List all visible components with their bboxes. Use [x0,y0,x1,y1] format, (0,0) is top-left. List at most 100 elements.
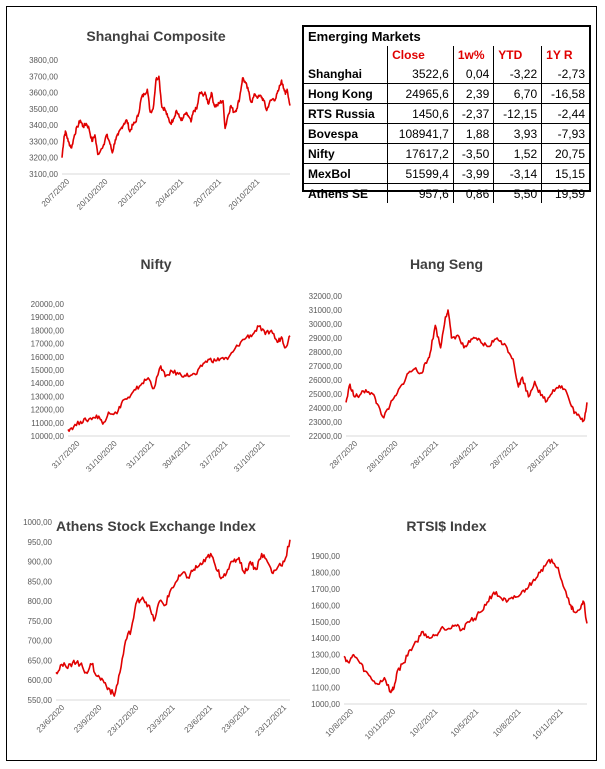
value-cell: -2,37 [453,103,495,124]
y-tick-label: 1400,00 [311,634,340,643]
y-tick-label: 13000,00 [31,392,65,401]
x-tick-label: 10/2/2021 [408,707,440,739]
value-cell: 51599,4 [387,163,454,184]
x-tick-label: 20/4/2021 [154,177,186,209]
x-tick-label: 28/4/2021 [448,439,480,471]
x-tick-label: 23/9/2020 [72,703,104,735]
chart-title: Nifty [140,256,172,272]
y-tick-label: 3400,00 [29,121,58,130]
value-cell: 6,70 [493,83,543,104]
value-cell: 1,52 [493,143,543,164]
value-cell: 20,75 [541,143,589,164]
x-tick-label: 23/9/2021 [220,703,252,735]
y-tick-label: 31000,00 [309,306,343,315]
value-cell: 0,86 [453,183,495,203]
y-tick-label: 27000,00 [309,362,343,371]
value-cell: -3,99 [453,163,495,184]
y-tick-label: 18000,00 [31,326,65,335]
x-tick-label: 31/7/2020 [50,439,82,471]
x-tick-label: 23/6/2021 [183,703,215,735]
column-header: YTD [493,46,543,64]
y-tick-label: 650,00 [28,656,53,665]
y-tick-label: 550,00 [28,696,53,705]
y-tick-label: 20000,00 [31,300,65,309]
y-tick-label: 1600,00 [311,601,340,610]
x-tick-label: 28/1/2021 [409,439,441,471]
x-tick-label: 10/8/2021 [491,707,523,739]
x-tick-label: 23/12/2020 [106,703,141,738]
market-name-cell: Nifty [304,143,389,164]
x-tick-label: 20/10/2020 [75,177,110,212]
x-tick-label: 28/10/2020 [365,439,400,474]
value-cell: 0,04 [453,64,495,84]
y-tick-label: 15000,00 [31,366,65,375]
nifty-chart: Nifty 10000,00 11000,00 12000,00 13000,00 14… [12,252,300,497]
chart-title: Hang Seng [409,256,484,272]
chart-svg: 550,00 600,00 650,00 700,00 750,00 800,00 850,… [23,518,291,738]
x-tick-label: 10/11/2020 [363,707,398,742]
y-tick-label: 32000,00 [309,292,343,301]
value-cell: 3522,6 [387,64,454,84]
value-cell: -16,58 [541,83,589,104]
y-tick-label: 1100,00 [312,684,341,693]
market-name-cell: Hong Kong [304,83,389,104]
y-tick-label: 3500,00 [29,105,58,114]
value-cell: 108941,7 [387,123,454,144]
y-tick-label: 23000,00 [309,418,343,427]
market-name-cell: Bovespa [304,123,389,144]
table-row: Nifty 17617,2 -3,50 1,52 20,75 [304,143,589,164]
y-tick-label: 3700,00 [29,72,58,81]
value-cell: -3,22 [493,64,543,84]
y-tick-label: 800,00 [28,597,53,606]
y-tick-label: 17000,00 [31,340,65,349]
value-cell: -2,44 [541,103,589,124]
y-tick-label: 3100,00 [29,170,58,179]
x-tick-label: 31/10/2021 [232,439,267,474]
chart-svg: 3100,00 3200,00 3300,00 3400,00 3500,00 3600,… [29,56,291,212]
table-title: Emerging Markets [308,29,421,44]
y-tick-label: 1800,00 [311,568,340,577]
value-cell: 19,59 [554,186,585,201]
y-tick-label: 3600,00 [29,89,58,98]
chart-title: Athens Stock Exchange Index [56,518,256,534]
athens-stock-exchange-chart: Athens Stock Exchange Index 550,00 600,00… [12,512,300,757]
y-tick-label: 3800,00 [29,56,58,65]
x-tick-label: 28/7/2020 [328,439,360,471]
y-tick-label: 1000,00 [311,700,340,709]
value-cell: -3,50 [453,143,495,164]
y-tick-label: 1000,00 [23,518,52,527]
market-name-cell: Athens SE [304,183,389,203]
market-name-cell: Shanghai [304,64,389,84]
chart-svg: 10000,00 11000,00 12000,00 13000,00 14000,00… [31,300,291,474]
y-tick-label: 26000,00 [309,376,343,385]
x-tick-label: 31/10/2020 [84,439,119,474]
y-tick-label: 16000,00 [31,353,65,362]
shanghai-composite-chart: Shanghai Composite 3100,00 3200,00 3300,00… [12,22,300,247]
value-cell: 15,15 [541,163,589,184]
x-tick-label: 10/11/2021 [531,707,566,742]
y-tick-label: 29000,00 [309,334,343,343]
y-tick-label: 1200,00 [311,667,340,676]
y-tick-label: 900,00 [28,558,53,567]
column-header: Close [387,46,454,64]
market-name-cell: MexBol [304,163,389,184]
y-tick-label: 750,00 [28,617,53,626]
table-row: MexBol 51599,4 -3,99 -3,14 15,15 [304,163,589,184]
y-tick-label: 1500,00 [311,618,340,627]
value-cell: -7,93 [541,123,589,144]
y-tick-label: 1300,00 [311,651,340,660]
value-cell: -3,14 [493,163,543,184]
market-name-cell: RTS Russia [304,103,389,124]
y-tick-label: 24000,00 [309,404,343,413]
y-tick-label: 950,00 [28,538,53,547]
value-cell: 3,93 [493,123,543,144]
y-tick-label: 1900,00 [311,552,340,561]
value-cell: -12,15 [493,103,543,124]
x-tick-label: 30/4/2021 [161,439,193,471]
y-tick-label: 11000,00 [31,419,64,428]
column-header: 1w% [453,46,495,64]
value-cell: 5,50 [493,183,543,203]
x-tick-label: 10/5/2021 [449,707,481,739]
y-tick-label: 28000,00 [309,348,343,357]
table-row: Shanghai 3522,6 0,04 -3,22 -2,73 [304,64,589,84]
